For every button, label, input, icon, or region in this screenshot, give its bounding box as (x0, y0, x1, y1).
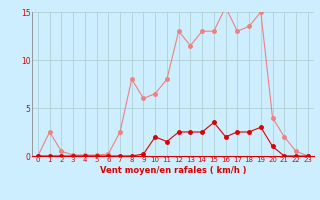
X-axis label: Vent moyen/en rafales ( km/h ): Vent moyen/en rafales ( km/h ) (100, 166, 246, 175)
